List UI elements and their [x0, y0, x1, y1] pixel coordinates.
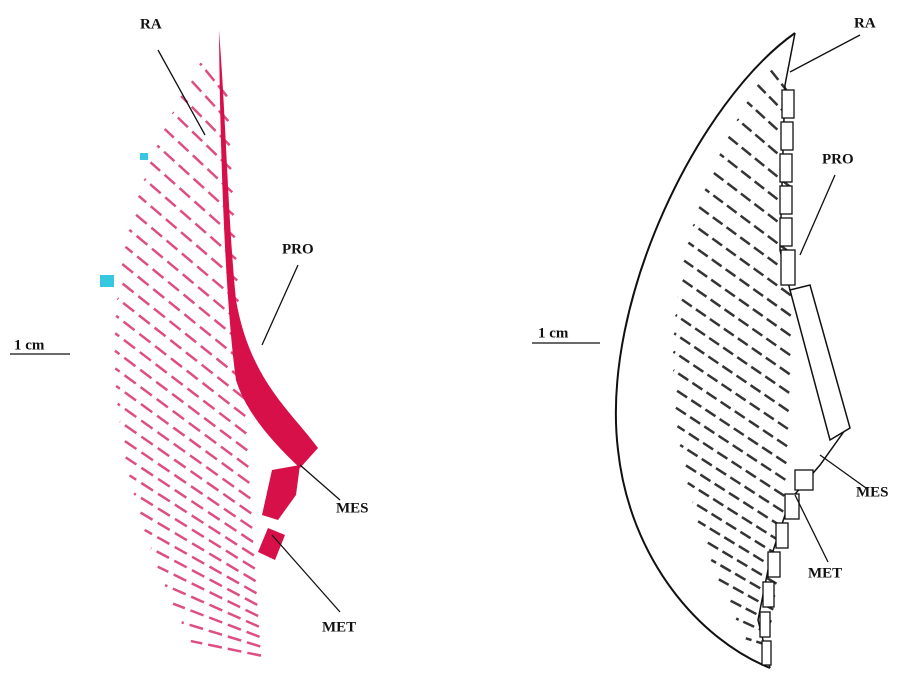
label-mes: MES: [856, 484, 889, 500]
fin-ray: [699, 207, 791, 275]
label-pro: PRO: [282, 241, 314, 257]
fin-ray: [139, 196, 238, 281]
fin-ray: [134, 213, 239, 301]
fin-ray: [712, 172, 791, 232]
fin-ray: [688, 243, 790, 316]
fin-ray: [125, 247, 240, 342]
fin-ray: [684, 464, 782, 527]
fin-ray: [151, 548, 257, 605]
fin-ray: [688, 483, 781, 542]
label-ra: RA: [854, 15, 876, 31]
fin-ray: [122, 264, 242, 361]
label-ra: RA: [140, 16, 162, 32]
fin-ray: [139, 512, 256, 581]
fin-ray: [120, 422, 251, 514]
label-met: MET: [322, 619, 356, 635]
artifact: [100, 275, 114, 287]
fin-ray: [158, 567, 258, 616]
fin-ray: [698, 521, 778, 570]
leader-lines: [10, 35, 866, 612]
label-pro: PRO: [822, 151, 854, 167]
fin-ray: [684, 261, 790, 336]
artifact: [140, 153, 148, 160]
fin-ray: [674, 333, 788, 411]
propterygium-drawn: [790, 285, 850, 440]
figure: RA PRO MES MET 1 cm RA PRO MES MET 1 cm: [0, 0, 899, 675]
fin-ray: [144, 179, 236, 259]
fin-ray: [693, 502, 780, 556]
fin-ray: [681, 279, 791, 355]
scale-label: 1 cm: [14, 337, 45, 353]
label-met: MET: [808, 565, 842, 581]
fin-ray: [676, 315, 790, 393]
label-mes: MES: [336, 500, 369, 516]
fin-ray: [678, 297, 790, 374]
scale-label: 1 cm: [538, 325, 569, 341]
fin-ray: [129, 230, 239, 322]
fin-ray: [693, 225, 791, 296]
fin-ray: [145, 530, 257, 593]
fin-ray: [680, 445, 783, 512]
mesopterygium-stained: [258, 465, 300, 560]
